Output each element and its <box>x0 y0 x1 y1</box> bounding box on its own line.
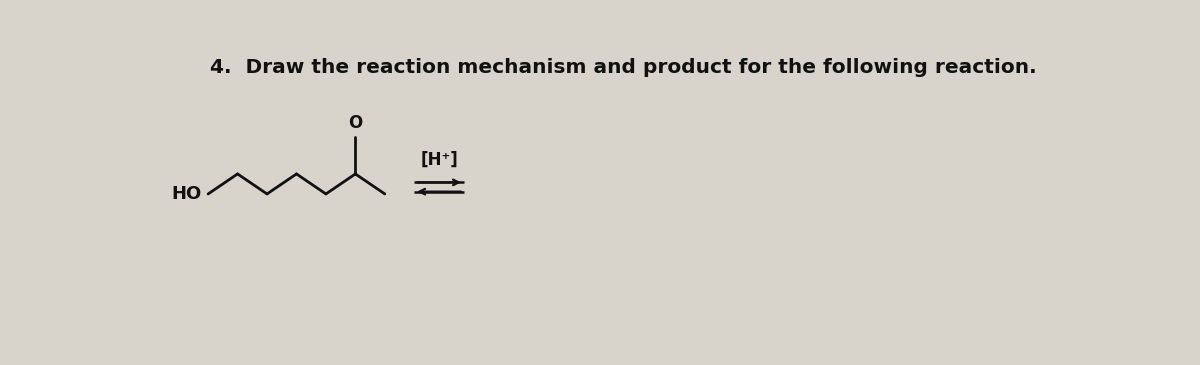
Text: O: O <box>348 114 362 131</box>
Text: 4.  Draw the reaction mechanism and product for the following reaction.: 4. Draw the reaction mechanism and produ… <box>210 58 1037 77</box>
Text: HO: HO <box>172 185 202 203</box>
Text: [H⁺]: [H⁺] <box>420 150 458 169</box>
